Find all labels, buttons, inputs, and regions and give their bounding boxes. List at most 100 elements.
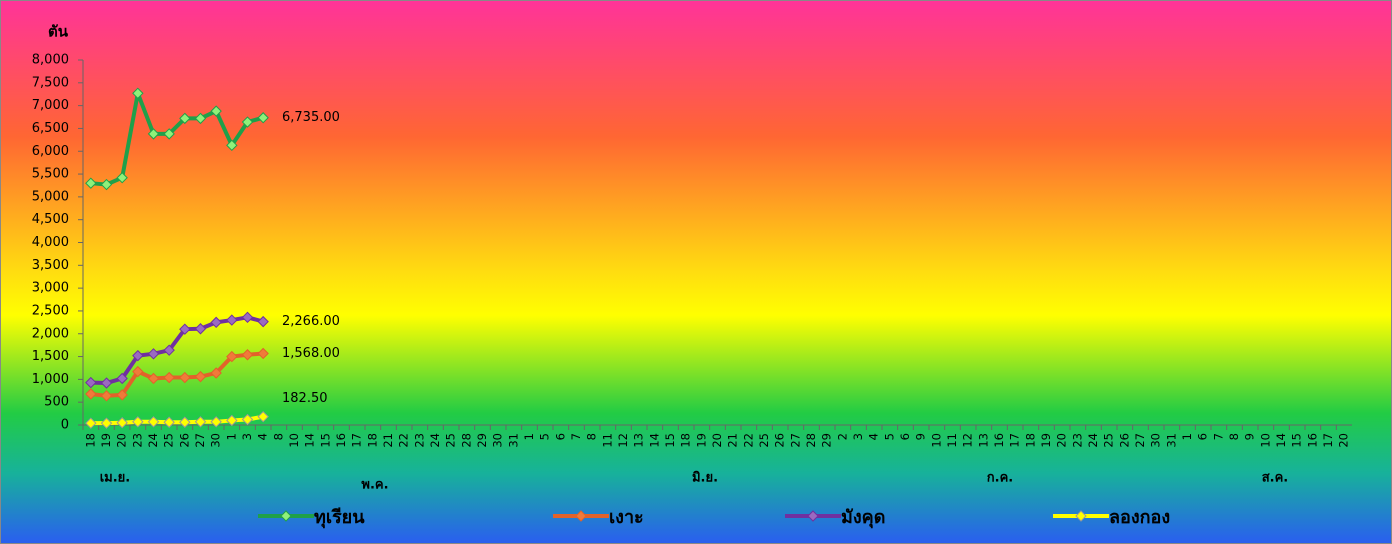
x-tick-label: 1 xyxy=(1180,433,1194,440)
y-tick-label: 3,500 xyxy=(32,258,69,273)
x-tick-label: 16 xyxy=(1305,433,1319,448)
x-group-label: ก.ค. xyxy=(987,471,1013,486)
x-tick-label: 10 xyxy=(1258,433,1272,448)
x-tick-label: 13 xyxy=(976,433,990,448)
data-point xyxy=(210,367,222,379)
data-point xyxy=(194,323,207,335)
x-tick-label: 3 xyxy=(240,433,254,440)
x-tick-label: 29 xyxy=(475,433,489,448)
data-point xyxy=(132,87,144,100)
legend-marker xyxy=(807,510,819,522)
x-tick-label: 20 xyxy=(115,433,129,448)
x-tick-label: 30 xyxy=(1149,433,1163,448)
data-point xyxy=(257,112,269,124)
x-tick-label: 14 xyxy=(647,433,661,448)
x-tick-label: 9 xyxy=(914,433,928,440)
x-tick-label: 5 xyxy=(538,433,552,440)
x-tick-label: 5 xyxy=(882,433,896,440)
legend-label: ทุเรียน xyxy=(314,507,365,529)
data-point xyxy=(147,348,160,360)
y-tick-label: 2,500 xyxy=(32,303,69,318)
x-group-label: เม.ย. xyxy=(100,471,131,486)
x-tick-label: 22 xyxy=(397,433,411,448)
x-tick-label: 7 xyxy=(1211,433,1225,440)
x-tick-label: 2 xyxy=(835,433,849,440)
y-tick-label: 7,000 xyxy=(32,98,69,113)
y-tick-label: 1,000 xyxy=(32,372,69,387)
data-point xyxy=(147,372,160,385)
x-tick-label: 10 xyxy=(287,433,301,448)
data-point xyxy=(163,344,175,356)
x-tick-label: 11 xyxy=(945,433,959,448)
x-tick-label: 26 xyxy=(177,433,191,448)
data-point xyxy=(210,105,222,117)
y-tick-label: 3,000 xyxy=(32,281,69,296)
data-point xyxy=(257,347,269,360)
legend-label: มังคุด xyxy=(841,507,885,529)
data-point xyxy=(194,416,207,428)
legend-marker xyxy=(575,510,587,522)
x-tick-label: 26 xyxy=(773,433,787,448)
x-tick-label: 31 xyxy=(1164,433,1178,448)
x-tick-label: 30 xyxy=(209,433,223,448)
data-point xyxy=(179,416,191,428)
data-point xyxy=(147,128,160,140)
x-tick-label: 23 xyxy=(1070,433,1084,448)
x-tick-label: 17 xyxy=(1008,433,1022,448)
y-tick-label: 0 xyxy=(61,418,69,433)
x-tick-label: 15 xyxy=(318,433,332,448)
data-point xyxy=(116,389,128,401)
x-tick-label: 3 xyxy=(851,433,865,440)
legend-marker xyxy=(280,510,292,522)
y-tick-label: 1,500 xyxy=(32,349,69,364)
x-tick-label: 7 xyxy=(569,433,583,440)
data-point xyxy=(116,417,128,429)
x-tick-label: 20 xyxy=(710,433,724,448)
x-tick-label: 11 xyxy=(600,433,614,448)
x-tick-label: 28 xyxy=(459,433,473,448)
data-point xyxy=(163,416,175,428)
data-point xyxy=(116,372,128,385)
x-tick-label: 15 xyxy=(663,433,677,448)
data-point xyxy=(163,371,175,384)
data-point xyxy=(257,315,269,328)
y-tick-label: 2,000 xyxy=(32,326,69,341)
y-tick-label: 6,500 xyxy=(32,121,69,136)
data-point xyxy=(179,371,191,384)
data-point xyxy=(179,323,191,335)
data-point xyxy=(241,311,254,324)
x-tick-label: 24 xyxy=(146,433,160,448)
legend-label: เงาะ xyxy=(609,507,644,528)
data-label: 1,568.00 xyxy=(282,346,340,361)
x-tick-label: 16 xyxy=(334,433,348,448)
x-tick-label: 21 xyxy=(726,433,740,448)
x-tick-label: 31 xyxy=(506,433,520,448)
x-tick-label: 18 xyxy=(679,433,693,448)
x-tick-label: 23 xyxy=(130,433,144,448)
data-label: 2,266.00 xyxy=(282,314,340,329)
data-point xyxy=(179,112,191,125)
x-tick-label: 28 xyxy=(804,433,818,448)
x-tick-label: 22 xyxy=(741,433,755,448)
x-tick-label: 17 xyxy=(350,433,364,448)
x-tick-label: 18 xyxy=(83,433,97,448)
x-tick-label: 12 xyxy=(961,433,975,448)
data-point xyxy=(85,376,97,389)
y-tick-label: 5,000 xyxy=(32,189,69,204)
x-tick-label: 19 xyxy=(694,433,708,448)
data-point xyxy=(132,349,144,362)
x-tick-label: 10 xyxy=(929,433,943,448)
x-tick-label: 18 xyxy=(1023,433,1037,448)
data-point xyxy=(85,388,97,400)
data-point xyxy=(132,416,144,428)
y-tick-label: 8,000 xyxy=(32,53,69,68)
x-tick-label: 13 xyxy=(632,433,646,448)
legend-marker xyxy=(1075,510,1087,522)
x-tick-label: 27 xyxy=(193,433,207,448)
x-group-label: ส.ค. xyxy=(1262,471,1289,486)
x-tick-label: 9 xyxy=(1243,433,1257,440)
data-label: 182.50 xyxy=(282,391,328,406)
data-point xyxy=(241,349,254,361)
